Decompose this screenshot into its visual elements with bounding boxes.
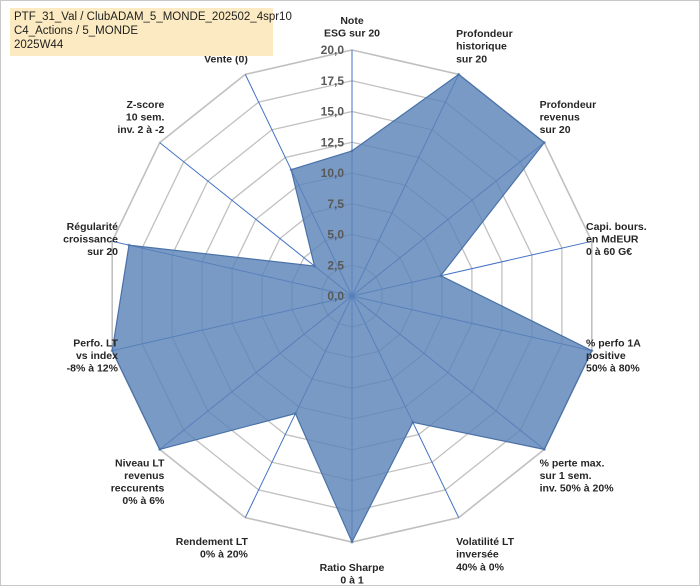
category-label: Volatilité LT inversée 40% à 0%	[456, 536, 515, 573]
category-label-line: Niveau LT	[115, 457, 165, 469]
data-point	[289, 168, 293, 172]
category-label-line: Régularité	[67, 221, 119, 233]
category-label-line: 40% à 0%	[456, 561, 505, 573]
category-label-line: % perfo 1A	[586, 337, 641, 349]
data-point	[411, 420, 415, 424]
category-label-line: positive	[586, 350, 626, 362]
category-label-line: Perfo. LT	[73, 337, 118, 349]
category-label-line: vs index	[76, 350, 118, 362]
tick-label: 10,0	[321, 166, 345, 180]
tick-label: 7,5	[327, 197, 344, 211]
category-label-line: en MdEUR	[586, 233, 639, 245]
category-label-line: 50% à 80%	[586, 363, 640, 375]
category-label-line: historique	[456, 41, 507, 53]
category-title: C4_Actions / 5_MONDE	[14, 25, 138, 37]
data-point	[590, 349, 594, 353]
category-label-line: inversée	[456, 549, 499, 561]
category-label-line: Profondeur	[456, 28, 513, 40]
category-label-line: % perte max.	[540, 457, 605, 469]
category-label: Z-score 10 sem. inv. 2 à -2	[117, 99, 164, 136]
data-point	[350, 149, 354, 153]
data-point	[127, 243, 131, 247]
category-label: Perfo. LT vs index -8% à 12%	[67, 337, 119, 374]
category-label-line: Vente (0)	[204, 53, 248, 65]
category-label-line: Volatilité LT	[456, 536, 515, 548]
category-label-line: Ratio Sharpe	[320, 562, 385, 574]
week-label: 2025W44	[14, 39, 64, 51]
data-point	[439, 274, 443, 278]
tick-label: 2,5	[327, 258, 344, 272]
chart-header: PTF_31_Val / ClubADAM_5_MONDE_202502_4sp…	[10, 8, 292, 56]
category-label: Profondeur revenus sur 20	[540, 99, 597, 136]
category-label-line: sur 1 sem.	[540, 470, 592, 482]
category-label-line: Capi. bours.	[586, 221, 647, 233]
tick-label: 17,5	[321, 74, 345, 88]
data-point	[313, 264, 316, 268]
category-label-line: 0 à 1	[340, 575, 364, 586]
category-label-line: Rendement LT	[176, 536, 249, 548]
category-label-line: Profondeur	[540, 99, 597, 111]
tick-label: 5,0	[327, 228, 344, 242]
category-label: Régularité croissance sur 20	[63, 221, 118, 258]
portfolio-title: PTF_31_Val / ClubADAM_5_MONDE_202502_4sp…	[14, 11, 292, 23]
data-point	[542, 447, 546, 451]
category-label-line: 0% à 20%	[200, 549, 249, 561]
category-label: % perte max. sur 1 sem. inv. 50% à 20%	[540, 457, 615, 494]
category-label: % perfo 1A positive 50% à 80%	[586, 337, 641, 374]
category-label: Capi. bours. en MdEUR 0 à 60 G€	[586, 221, 647, 258]
category-label-line: sur 20	[456, 53, 487, 65]
category-label-line: revenus	[124, 470, 164, 482]
category-label-line: Note	[340, 15, 363, 27]
data-point	[542, 141, 546, 145]
data-point	[457, 72, 461, 76]
category-label-line: sur 20	[540, 124, 571, 136]
data-point	[110, 349, 114, 353]
tick-label: 12,5	[321, 135, 345, 149]
data-point	[158, 447, 162, 451]
data-point	[350, 540, 354, 544]
category-label-line: inv. 50% à 20%	[540, 483, 615, 495]
category-label-line: sur 20	[87, 246, 118, 258]
category-label-line: revenus	[540, 111, 580, 123]
category-label: Niveau LT revenus reccurents 0% à 6%	[111, 457, 165, 507]
category-label-line: ESG sur 20	[324, 27, 380, 39]
category-label-line: 0% à 6%	[122, 495, 165, 507]
category-label: Note ESG sur 20	[324, 15, 380, 40]
category-label-line: 0 à 60 G€	[586, 246, 632, 258]
category-label-line: Z-score	[126, 99, 164, 111]
data-point	[293, 412, 297, 415]
tick-label: 0,0	[327, 289, 344, 303]
category-label-line: 10 sem.	[126, 111, 165, 123]
tick-label: 15,0	[321, 105, 345, 119]
category-label-line: inv. 2 à -2	[117, 124, 164, 136]
category-label-line: -8% à 12%	[67, 363, 119, 375]
category-label-line: reccurents	[111, 483, 165, 495]
category-label: Profondeur historique sur 20	[456, 28, 513, 65]
category-label: Rendement LT 0% à 20%	[176, 536, 249, 561]
tick-label: 20,0	[321, 43, 345, 57]
category-label-line: croissance	[63, 233, 118, 245]
category-label: Ratio Sharpe 0 à 1	[320, 562, 385, 586]
